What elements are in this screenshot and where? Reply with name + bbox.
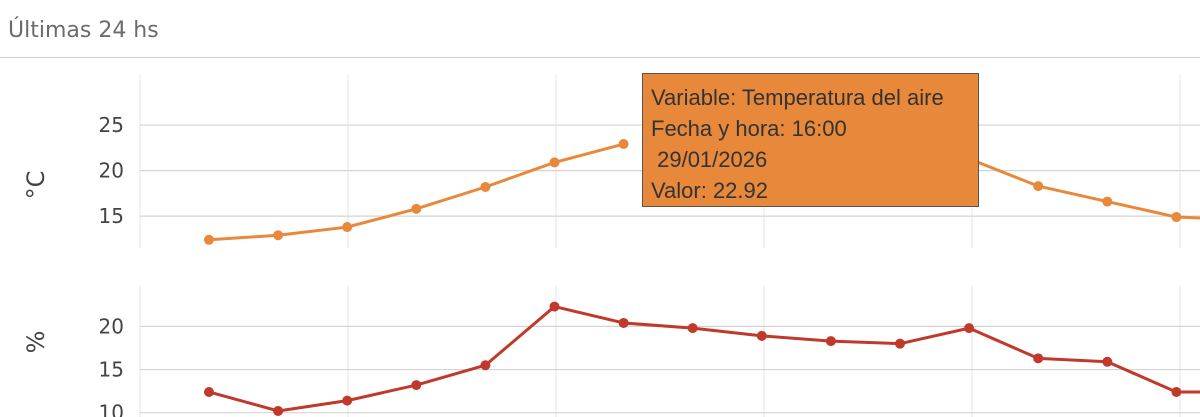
hum-y-tick-label: 20 bbox=[99, 314, 124, 338]
tooltip-datetime: Fecha y hora: 16:00 bbox=[651, 116, 847, 141]
temp-y-axis-label: °C bbox=[22, 171, 50, 200]
hum-data-point[interactable] bbox=[895, 338, 905, 349]
hum-y-tick-label: 10 bbox=[99, 401, 124, 417]
hum-data-point[interactable] bbox=[756, 330, 767, 341]
hum-data-point[interactable] bbox=[1033, 353, 1044, 364]
hum-data-point[interactable] bbox=[411, 380, 422, 391]
temperature-panel: 15 20 25 °C bbox=[22, 75, 1200, 248]
temp-y-tick-label: 15 bbox=[99, 204, 124, 228]
hum-series-line bbox=[208, 305, 1200, 413]
temp-data-point[interactable] bbox=[549, 157, 560, 168]
temp-data-point[interactable] bbox=[273, 230, 284, 241]
temp-data-point[interactable] bbox=[1171, 212, 1182, 223]
hum-data-point[interactable] bbox=[825, 336, 836, 347]
temp-series-line bbox=[208, 142, 624, 242]
temp-data-point[interactable] bbox=[1102, 196, 1113, 207]
hum-y-tick-label: 15 bbox=[99, 358, 124, 382]
temp-data-point[interactable] bbox=[618, 139, 629, 150]
hum-data-point[interactable] bbox=[1102, 356, 1113, 367]
hum-data-point[interactable] bbox=[204, 386, 214, 397]
temp-data-point[interactable] bbox=[1033, 181, 1044, 192]
temp-data-point[interactable] bbox=[480, 181, 491, 192]
tooltip-variable: Variable: Temperatura del aire bbox=[651, 85, 944, 110]
temp-series-line bbox=[968, 157, 1200, 220]
hum-data-point[interactable] bbox=[687, 323, 698, 334]
temp-y-tick-label: 20 bbox=[99, 159, 124, 183]
tooltip-value: Valor: 22.92 bbox=[651, 178, 769, 203]
hum-data-point[interactable] bbox=[618, 317, 629, 328]
hum-data-point[interactable] bbox=[342, 395, 353, 406]
hum-data-point[interactable] bbox=[549, 301, 560, 312]
hover-tooltip: Variable: Temperatura del aire Fecha y h… bbox=[642, 73, 979, 207]
temp-data-point[interactable] bbox=[204, 234, 214, 245]
chart-header: Últimas 24 hs bbox=[0, 0, 1200, 58]
hum-data-point[interactable] bbox=[1171, 386, 1182, 397]
hum-data-point[interactable] bbox=[273, 405, 284, 416]
tooltip-date: 29/01/2026 bbox=[651, 147, 768, 172]
temp-data-point[interactable] bbox=[342, 222, 353, 233]
temp-data-point[interactable] bbox=[411, 203, 422, 214]
temp-y-tick-label: 25 bbox=[99, 113, 124, 137]
hum-data-point[interactable] bbox=[964, 323, 975, 334]
time-range-title: Últimas 24 hs bbox=[8, 18, 159, 43]
hum-y-axis-label: % bbox=[22, 331, 50, 354]
hum-data-point[interactable] bbox=[480, 360, 491, 371]
humidity-panel: 10 15 20% bbox=[22, 285, 1200, 417]
